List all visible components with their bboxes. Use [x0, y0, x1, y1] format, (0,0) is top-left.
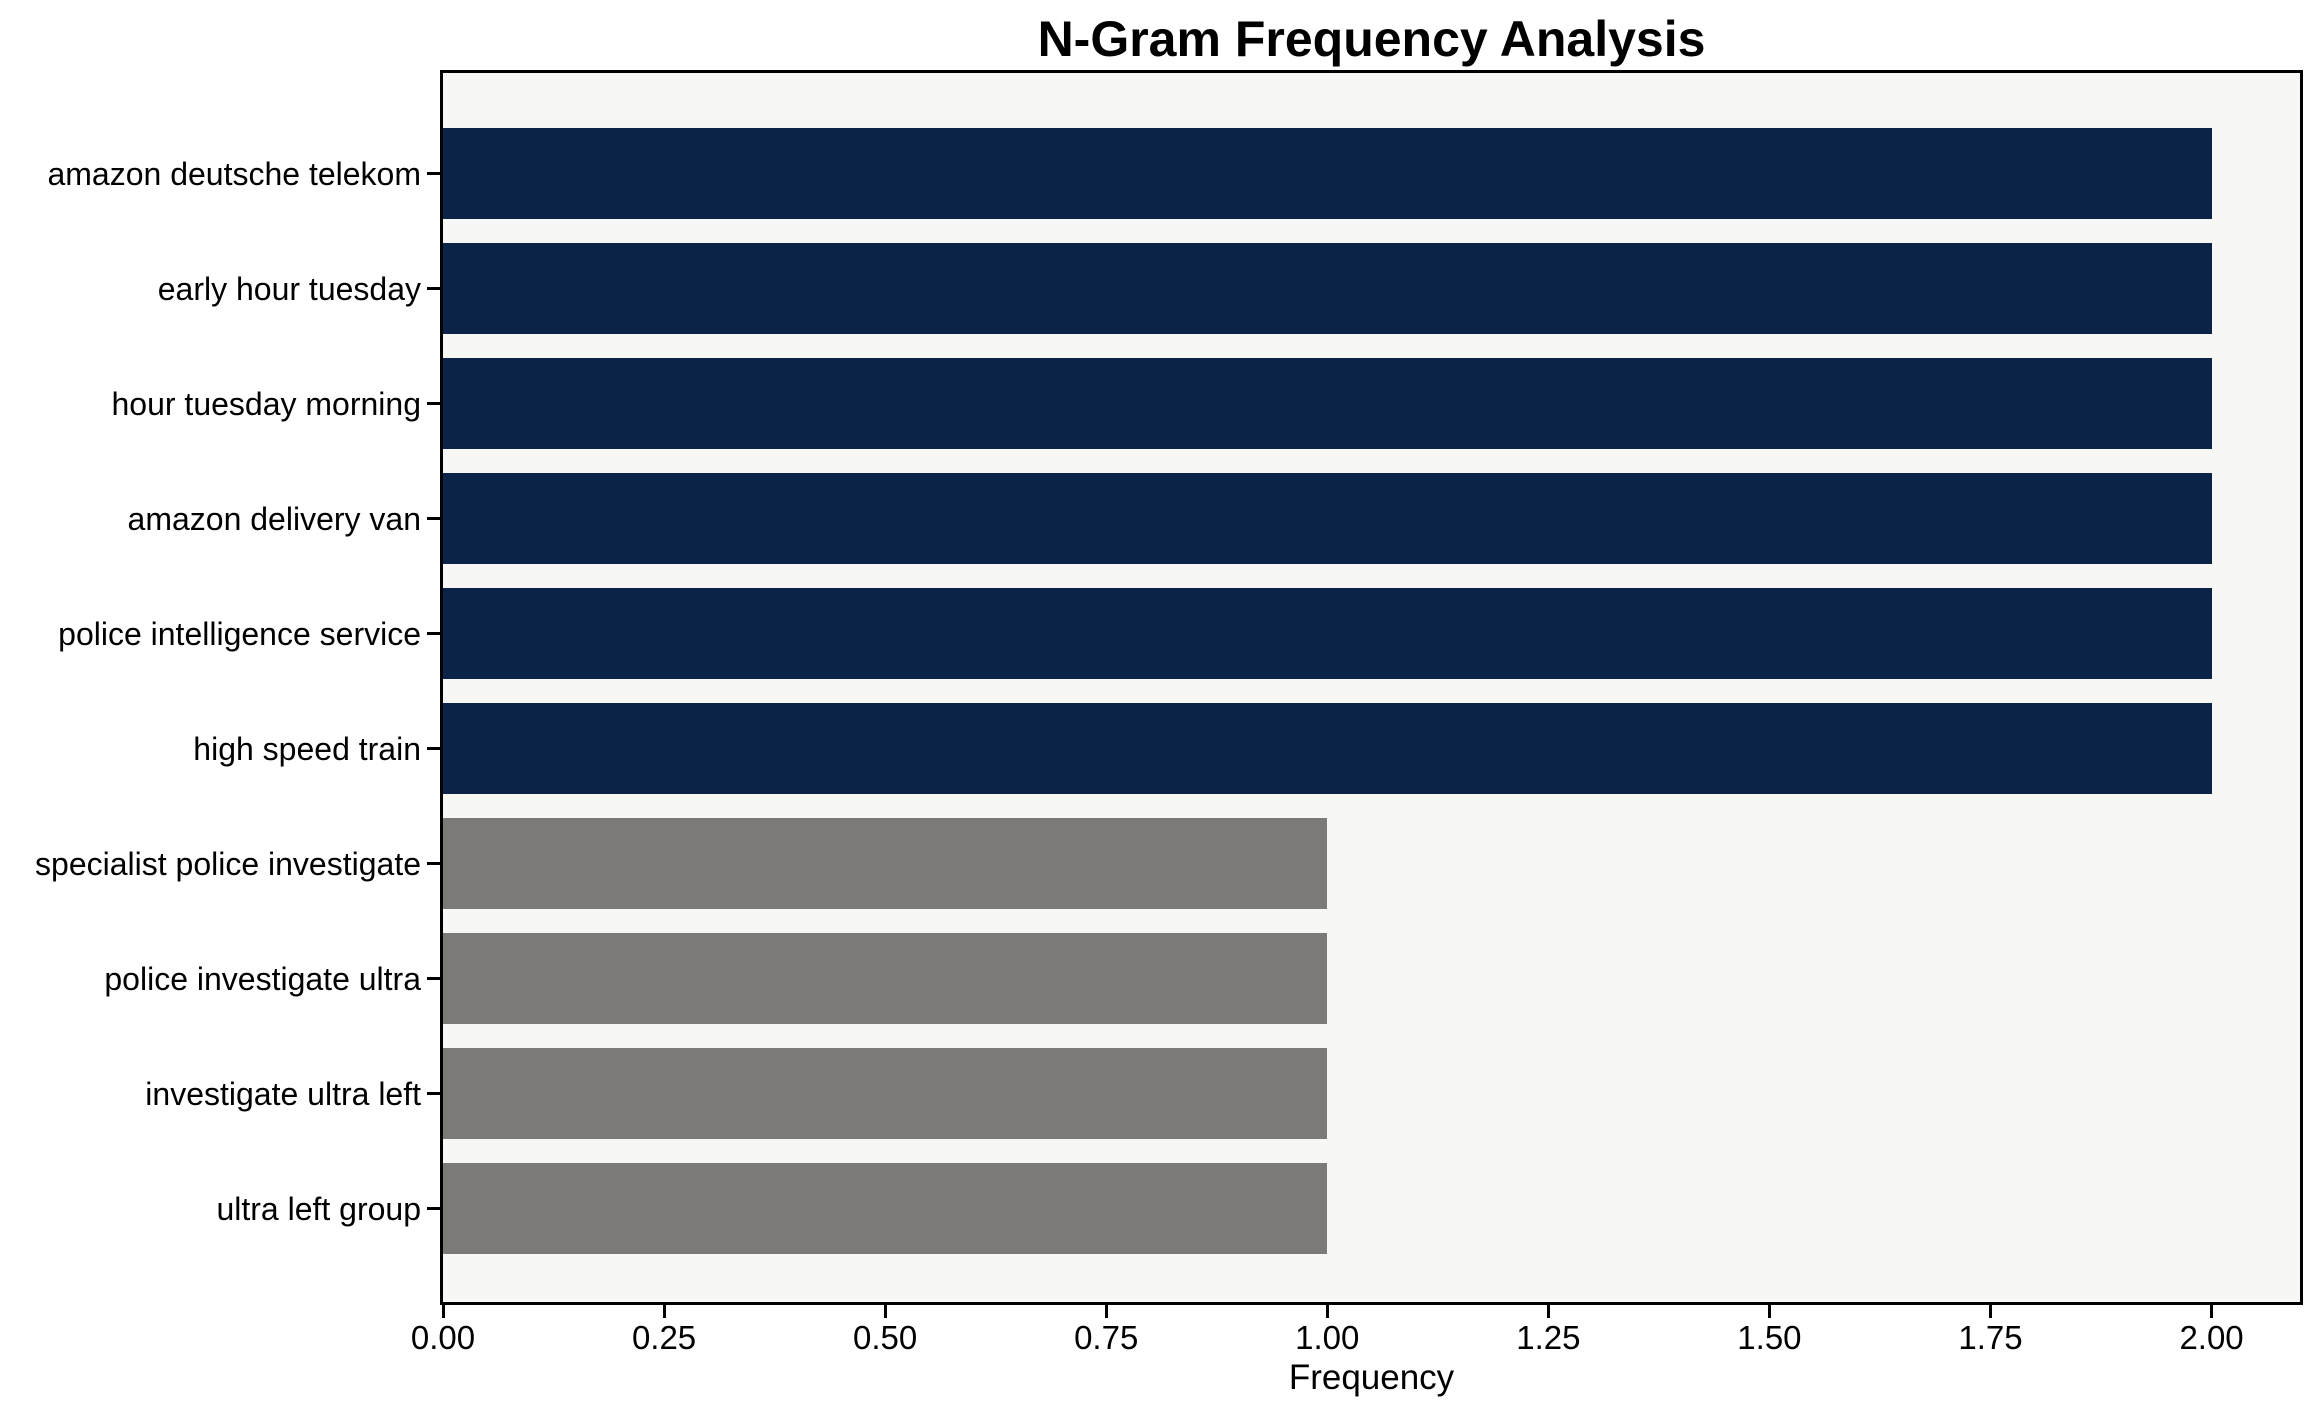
x-tick-label: 0.50 [853, 1319, 918, 1356]
x-tick-label: 1.25 [1516, 1319, 1581, 1356]
y-tick [427, 1092, 440, 1095]
y-tick [427, 1207, 440, 1210]
bar [443, 703, 2212, 794]
x-tick-label: 1.50 [1737, 1319, 1802, 1356]
x-tick [883, 1305, 887, 1318]
y-axis-label: ultra left group [216, 1190, 421, 1227]
y-axis-label: amazon delivery van [127, 500, 421, 537]
x-tick [441, 1305, 445, 1318]
x-axis-title: Frequency [1288, 1358, 1455, 1397]
y-tick [427, 977, 440, 980]
y-tick [427, 747, 440, 750]
y-tick [427, 287, 440, 290]
x-tick [1767, 1305, 1771, 1318]
y-axis-label: police intelligence service [58, 615, 421, 652]
bar [443, 243, 2212, 334]
bar [443, 473, 2212, 564]
y-tick [427, 632, 440, 635]
x-tick [1325, 1305, 1329, 1318]
y-tick [427, 172, 440, 175]
y-axis-label: amazon deutsche telekom [47, 155, 421, 192]
bar [443, 128, 2212, 219]
x-tick-label: 0.00 [410, 1319, 476, 1356]
x-tick-label: 0.25 [631, 1319, 697, 1356]
x-tick [1546, 1305, 1550, 1318]
x-tick-label: 1.00 [1295, 1319, 1360, 1356]
bar [443, 1163, 1327, 1254]
y-axis-label: high speed train [193, 730, 421, 767]
y-axis-label: specialist police investigate [35, 845, 421, 882]
bar [443, 1048, 1327, 1139]
bar [443, 933, 1327, 1024]
chart-title: N-Gram Frequency Analysis [1037, 11, 1706, 67]
x-tick [1104, 1305, 1108, 1318]
y-axis-label: early hour tuesday [157, 270, 421, 307]
y-axis-label: investigate ultra left [145, 1075, 421, 1112]
x-tick-label: 0.75 [1074, 1319, 1139, 1356]
y-tick [427, 862, 440, 865]
x-tick [662, 1305, 666, 1318]
x-tick-label: 1.75 [1958, 1319, 2023, 1356]
bar [443, 358, 2212, 449]
x-tick-label: 2.00 [2179, 1319, 2244, 1356]
bar [443, 588, 2212, 679]
x-tick [2210, 1305, 2214, 1318]
x-tick [1989, 1305, 1992, 1318]
y-tick [427, 517, 440, 520]
bar [443, 818, 1327, 909]
y-axis-label: hour tuesday morning [111, 385, 421, 422]
y-tick [427, 402, 440, 405]
y-axis-label: police investigate ultra [104, 960, 421, 997]
